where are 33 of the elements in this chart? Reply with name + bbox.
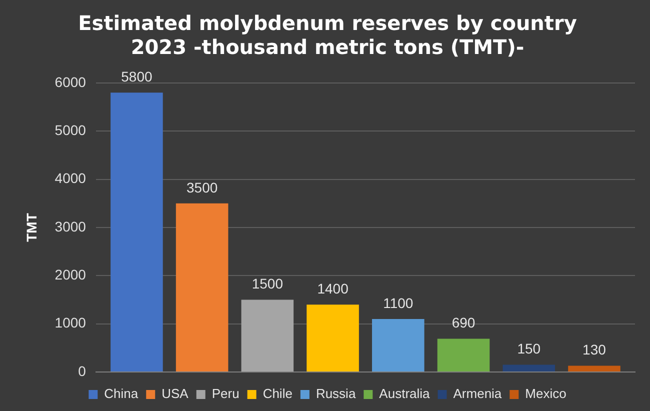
bar [176,203,228,372]
bar [241,300,294,372]
data-label: 690 [452,314,476,331]
data-label: 1100 [383,294,414,311]
y-tick-label: 4000 [54,170,86,186]
y-tick-label: 5000 [54,122,86,138]
chart-title: Estimated molybdenum reserves by country 2023 -thousand metric tons (TMT)- [78,11,577,60]
bar [110,92,163,372]
y-axis-title: TMT [23,212,40,242]
bar [437,338,490,372]
legend-label: China [104,386,139,402]
y-tick-label: 6000 [54,74,86,90]
data-label: 1500 [252,276,284,292]
legend-label: USA [162,386,189,402]
legend-label: Chile [262,386,292,402]
data-label: 3500 [186,179,218,196]
bar [372,319,424,372]
legend-label: Russia [316,386,356,402]
legend-label: Mexico [525,386,566,402]
data-label: 150 [517,340,541,357]
data-label: 1400 [317,280,349,296]
y-tick-label: 2000 [54,266,86,283]
bar [502,364,556,372]
y-tick-label: 0 [78,362,86,379]
legend-label: Australia [379,386,431,402]
data-label: 5800 [121,68,152,84]
data-label: 130 [582,342,606,358]
bar [568,366,620,372]
legend-label: Armenia [453,386,502,402]
legend-label: Peru [212,386,240,402]
y-tick-label: 1000 [54,314,86,331]
bar [306,304,359,372]
y-tick-label: 3000 [54,218,86,234]
